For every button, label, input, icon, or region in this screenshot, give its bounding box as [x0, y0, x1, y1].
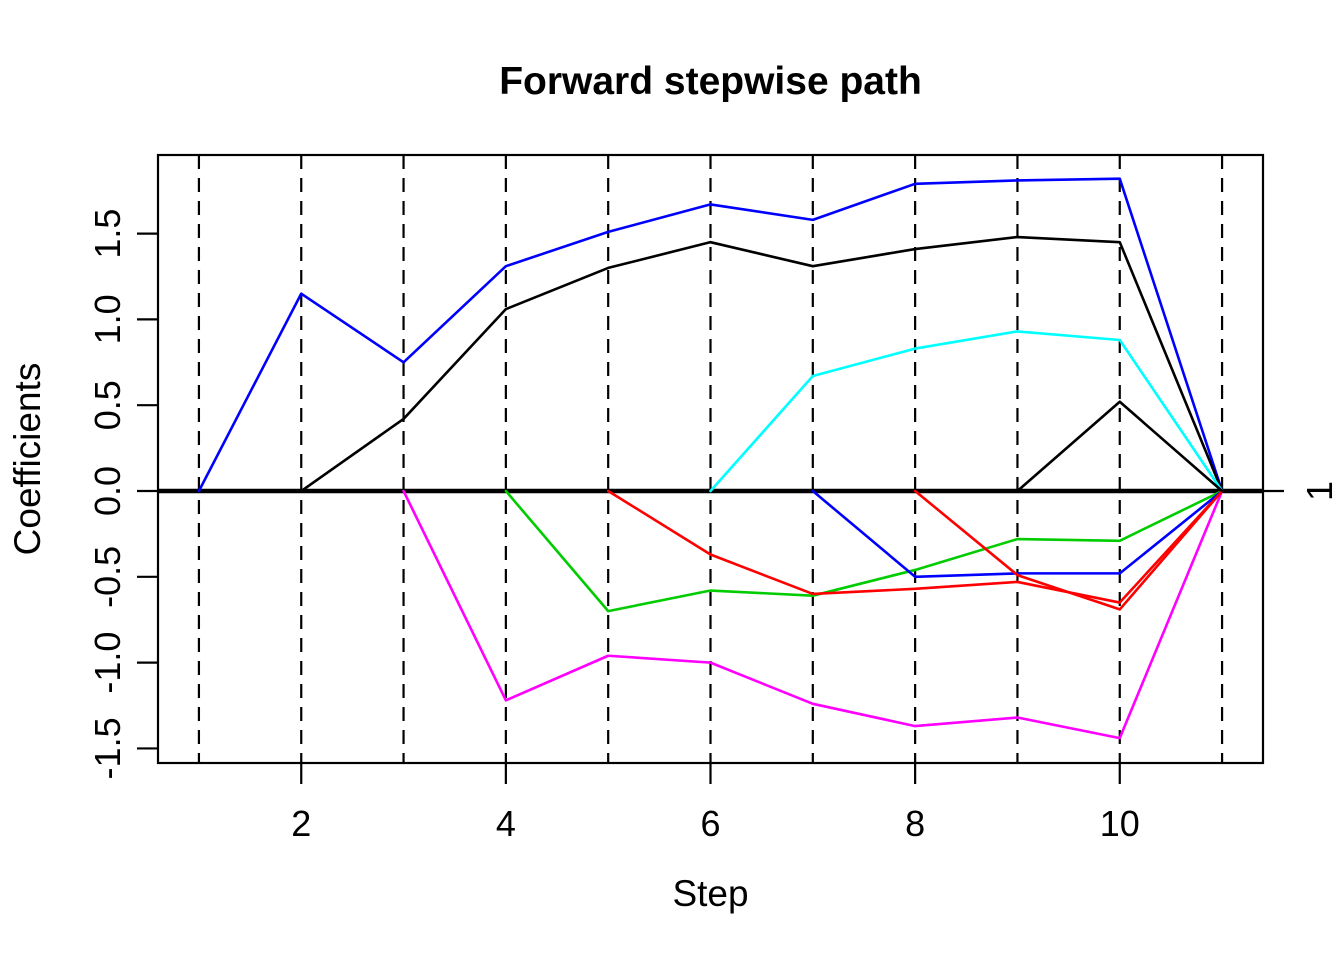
y-axis-tick-label: 1.5 [87, 209, 128, 259]
x-axis-tick-label: 2 [291, 803, 311, 844]
chart-title: Forward stepwise path [499, 60, 922, 103]
x-axis-title: Step [672, 873, 748, 914]
series-path-9-black [1016, 400, 1224, 493]
series-path-6-cyan [709, 330, 1224, 493]
x-axis-tick-label: 6 [700, 803, 720, 844]
x-axis-tick-label: 4 [496, 803, 516, 844]
y-axis-tick-label: -1.5 [87, 717, 128, 779]
x-axis: 2 4 6 8 10 [291, 763, 1140, 844]
series-path-4-green [504, 489, 1224, 613]
x-axis-tick-label: 8 [905, 803, 925, 844]
series-path-8-red [913, 489, 1224, 611]
y-axis-tick-label: 1.0 [87, 294, 128, 344]
series-path-1-blue [197, 177, 1224, 493]
x-axis-tick-label: 10 [1100, 803, 1140, 844]
coefficient-paths [197, 177, 1224, 740]
y-axis-tick-label: -1.0 [87, 632, 128, 694]
y-axis-tick-label: 0.0 [87, 466, 128, 516]
y-axis-tick-label: -0.5 [87, 546, 128, 608]
series-path-2-black [299, 235, 1224, 493]
right-axis-tick-label: 1 [1299, 481, 1340, 501]
series-path-3-magenta [402, 489, 1224, 740]
grid-dashed-vlines [197, 155, 1224, 763]
y-axis-tick-label: 0.5 [87, 380, 128, 430]
y-axis-title: Coefficients [7, 363, 48, 556]
series-path-5-red [606, 489, 1224, 604]
series-path-7-blue [811, 489, 1224, 579]
y-axis: 1.5 1.0 0.5 0.0 -0.5 -1.0 -1.5 [87, 209, 158, 779]
